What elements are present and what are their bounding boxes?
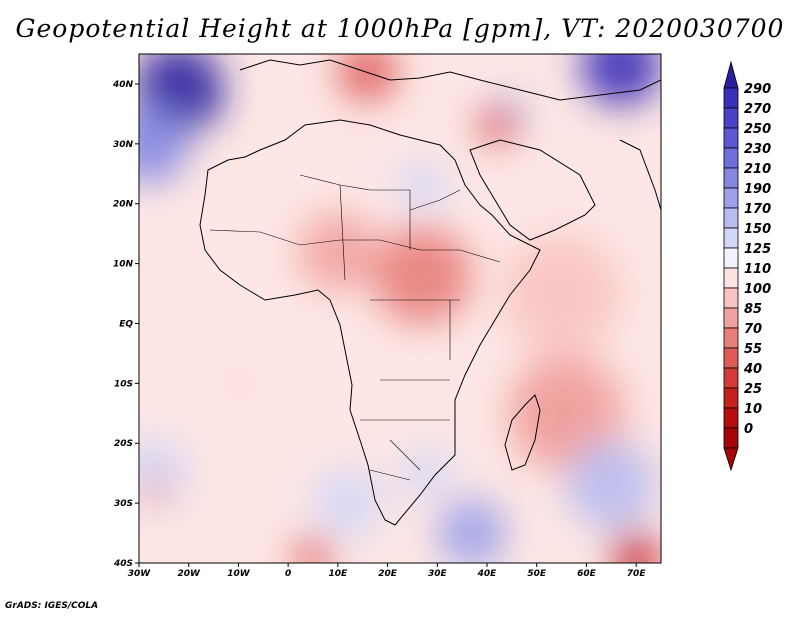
colorbar-level-label: 170 [744,202,771,217]
colorbar-swatch [723,387,739,409]
colorbar-level-label: 85 [744,302,762,317]
colorbar-level-label: 25 [744,382,762,397]
lon-tick-label: 40E [477,569,498,579]
height-field-cell [198,343,279,424]
height-field [139,54,661,563]
lat-tick-label: 10S [114,379,133,389]
map-area [139,54,661,563]
arabia-coastline [469,139,596,241]
colorbar-swatch [723,187,739,209]
map-frame [138,53,662,564]
lon-tick-label: 20E [378,569,398,579]
chart-title: Geopotential Height at 1000hPa [gpm], VT… [15,14,785,43]
africa-coastline [199,119,541,526]
height-field-cell [337,54,398,102]
colorbar-level-label: 270 [744,102,771,117]
lon-tick-label: 30W [128,569,152,579]
colorbar-level-label: 110 [744,262,771,277]
border-sahel [209,229,501,263]
colorbar-swatch [723,367,739,389]
height-field-cell [566,440,657,530]
height-field-cell [611,532,661,563]
colorbar-swatch [723,407,739,429]
madagascar-coastline [504,394,541,471]
coastline-layer [199,59,661,526]
colorbar-swatch [723,427,739,449]
colorbar-swatch [723,147,739,169]
colorbar-level-label: 125 [744,242,771,257]
europe-coastline [239,59,661,101]
lat-tick-label: 30N [113,140,134,150]
height-field-cell [402,448,453,499]
height-field-cell [298,211,378,292]
colorbar-level-label: 190 [744,182,771,197]
border-south [360,419,450,481]
lon-tick-label: 50E [527,569,547,579]
lat-tick-label: 30S [114,499,133,509]
colorbar-swatch [723,207,739,229]
lon-tick-label: 0 [285,569,291,579]
border-central [299,174,461,381]
colorbar-level-label: 100 [744,282,771,297]
colorbar-swatch [723,307,739,329]
height-field-cell [293,537,333,563]
lat-tick-label: 20N [113,200,134,210]
colorbar-swatch [723,167,739,189]
lon-tick-label: 10E [329,569,349,579]
colorbar-level-label: 40 [743,362,762,377]
colorbar-top-arrow [723,60,739,89]
colorbar-bottom-arrow [723,447,739,472]
height-field-cell [139,104,189,184]
lat-tick-label: 40N [112,80,134,90]
latitude-axis: 40N 30N 20N 10N EQ 10S 20S 30S 40S [112,80,139,569]
colorbar-swatch [723,267,739,289]
lon-tick-label: 20W [177,569,201,579]
lon-tick-label: 70E [627,569,647,579]
height-field-cell [397,160,448,211]
colorbar-swatch [723,327,739,349]
height-field-cell [477,105,517,146]
colorbar-level-label: 70 [744,322,762,337]
height-field-cell [139,476,169,507]
colorbar-swatch [723,227,739,249]
height-field-cell [437,498,507,563]
colorbar-level-label: 150 [744,222,771,237]
lon-tick-label: 10W [227,569,251,579]
longitude-axis: 30W 20W 10W 0 10E 20E 30E 40E 50E 60E 70E [128,563,647,579]
colorbar-swatch [723,87,739,109]
colorbar-swatch [723,247,739,269]
lon-tick-label: 30E [428,569,448,579]
colorbar-level-label: 230 [744,142,771,157]
lon-tick-label: 60E [577,569,597,579]
lat-tick-label: 40S [113,559,133,569]
colorbar: 2902702502302101901701501251101008570554… [723,60,771,472]
colorbar-swatch [723,287,739,309]
colorbar-swatch [723,347,739,369]
colorbar-level-label: 10 [744,402,762,417]
india-coastline [619,139,661,211]
colorbar-level-label: 55 [744,342,762,357]
lat-tick-label: EQ [119,319,133,329]
colorbar-swatch [723,107,739,129]
colorbar-level-label: 0 [744,422,753,437]
colorbar-level-label: 290 [744,82,771,97]
colorbar-level-label: 210 [744,162,771,177]
footer-credit: GrADS: IGES/COLA [5,601,99,611]
lat-tick-label: 20S [114,439,133,449]
height-field-cell [501,233,622,354]
height-field-cell [581,54,661,106]
lat-tick-label: 10N [113,260,134,270]
colorbar-swatch [723,127,739,149]
colorbar-level-label: 250 [744,122,771,137]
height-field-cell [313,468,383,538]
height-field-cell [372,225,473,326]
